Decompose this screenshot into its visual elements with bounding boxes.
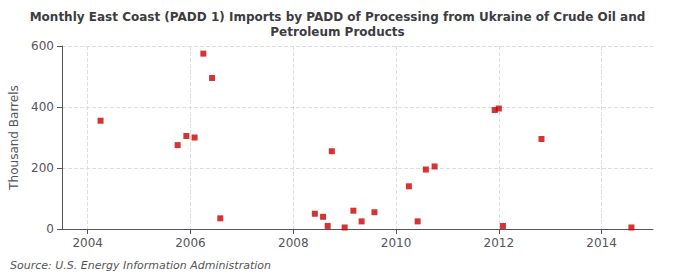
svg-text:2010: 2010 — [381, 236, 412, 250]
svg-text:2004: 2004 — [72, 236, 103, 250]
svg-text:2008: 2008 — [278, 236, 309, 250]
svg-text:Monthly East Coast (PADD 1) Im: Monthly East Coast (PADD 1) Imports by P… — [30, 10, 646, 24]
svg-text:Petroleum Products: Petroleum Products — [270, 25, 404, 39]
svg-text:0: 0 — [46, 222, 54, 236]
svg-text:2012: 2012 — [484, 236, 515, 250]
svg-text:200: 200 — [31, 161, 54, 175]
svg-text:2014: 2014 — [586, 236, 617, 250]
svg-text:Source: U.S. Energy Informatio: Source: U.S. Energy Information Administ… — [10, 259, 271, 272]
svg-text:2006: 2006 — [175, 236, 206, 250]
svg-text:400: 400 — [31, 100, 54, 114]
svg-text:Thousand Barrels: Thousand Barrels — [7, 85, 21, 190]
svg-text:600: 600 — [31, 39, 54, 53]
